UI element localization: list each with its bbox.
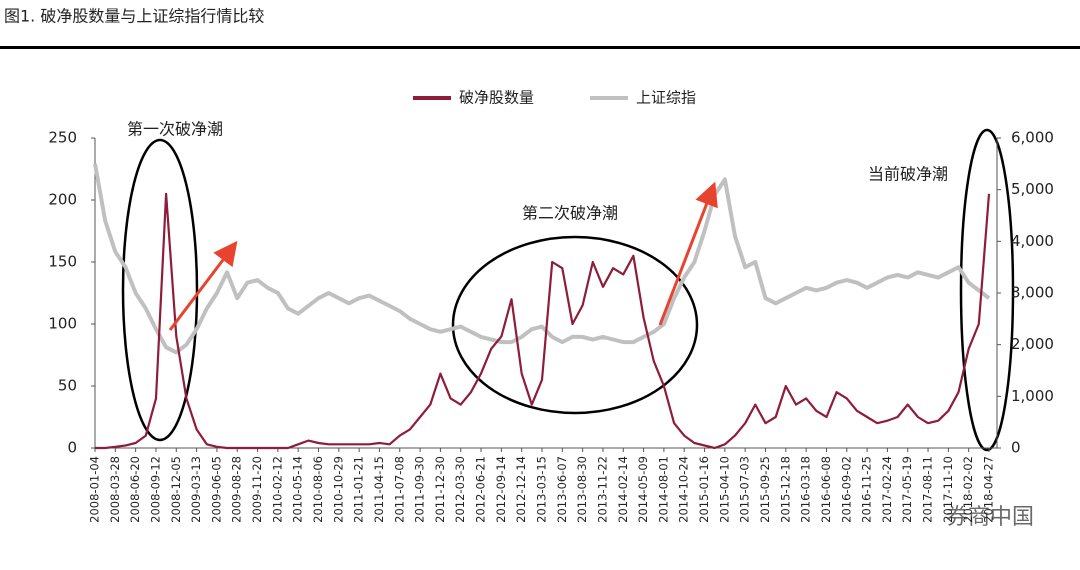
legend-label: 上证综指: [636, 89, 696, 107]
x-tick-label: 2013-06-07: [555, 456, 569, 523]
x-tick-label: 2015-12-18: [778, 456, 792, 523]
x-tick-label: 2017-02-24: [880, 456, 894, 523]
y-tick-label: 150: [48, 253, 77, 271]
x-tick-label: 2008-03-28: [108, 456, 122, 523]
x-tick-label: 2008-06-20: [128, 456, 142, 523]
y2-tick-label: 5,000: [1011, 180, 1054, 198]
plot: 0 50 100 150 200 250 0 1,000 2,000 3,000 4,000 5,00…: [48, 89, 1054, 523]
legend-label: 破净股数量: [459, 89, 534, 107]
y-tick-label: 50: [58, 377, 77, 395]
x-tick-label: 2009-11-20: [250, 456, 264, 523]
x-tick-label: 2014-08-01: [656, 456, 670, 523]
title-rule: [0, 46, 1080, 49]
arrow: [658, 181, 718, 326]
x-tick-label: 2018-04-27: [982, 456, 996, 523]
y2-tick-label: 4,000: [1011, 232, 1054, 250]
ellipse: [121, 138, 199, 442]
y2-tick-label: 1,000: [1011, 387, 1054, 405]
x-tick-label: 2011-07-08: [392, 456, 406, 523]
x-tick-label: 2013-11-22: [595, 456, 609, 523]
y2-tick-label: 0: [1011, 439, 1021, 457]
series-line: [93, 163, 991, 355]
y-tick-label: 250: [48, 129, 77, 147]
x-tick-label: 2015-04-10: [717, 456, 731, 523]
watermark: 券商中国: [946, 505, 1034, 530]
x-tick-label: 2008-12-05: [169, 456, 183, 523]
x-tick-label: 2010-08-06: [311, 456, 325, 523]
x-tick-label: 2010-02-12: [270, 456, 284, 523]
x-tick-label: 2018-02-02: [961, 456, 975, 523]
ellipse: [959, 128, 1015, 452]
x-tick-label: 2011-04-15: [372, 456, 386, 523]
annotation: 第二次破净潮: [522, 204, 618, 223]
y2-tick-label: 6,000: [1011, 129, 1054, 147]
chart-title: 图1. 破净股数量与上证综指行情比较: [4, 7, 264, 26]
x-tick-label: 2016-06-08: [819, 456, 833, 523]
x-tick-label: 2011-01-21: [352, 456, 366, 523]
x-tick-label: 2016-11-25: [860, 456, 874, 523]
x-tick-label: 2015-07-03: [738, 456, 752, 523]
x-tick-label: 2009-08-28: [230, 456, 244, 523]
x-tick-label: 2017-11-10: [941, 456, 955, 523]
ellipse: [451, 235, 699, 415]
x-tick-label: 2017-08-11: [921, 456, 935, 523]
x-tick-label: 2011-09-30: [413, 456, 427, 523]
x-tick-label: 2017-05-19: [900, 456, 914, 523]
x-tick-label: 2012-06-21: [474, 456, 488, 523]
x-tick-label: 2009-06-05: [209, 456, 223, 523]
x-tick-label: 2011-12-30: [433, 456, 447, 523]
x-tick-label: 2016-03-18: [799, 456, 813, 523]
x-tick-label: 2012-03-30: [453, 456, 467, 523]
annotation: 当前破净潮: [868, 165, 948, 184]
y-tick-label: 100: [48, 315, 77, 333]
x-tick-label: 2014-02-14: [616, 456, 630, 523]
x-tick-label: 2015-09-25: [758, 456, 772, 523]
x-tick-label: 2008-09-12: [148, 456, 162, 523]
y-tick-label: 0: [67, 439, 77, 457]
annotation: 第一次破净潮: [127, 120, 223, 139]
x-tick-label: 2010-05-14: [291, 456, 305, 523]
x-tick-label: 2014-05-09: [636, 456, 650, 523]
x-tick-label: 2015-01-16: [697, 456, 711, 523]
x-tick-label: 2009-03-13: [189, 456, 203, 523]
y2-tick-label: 3,000: [1011, 284, 1054, 302]
x-tick-label: 2014-10-24: [677, 456, 691, 523]
y-tick-label: 200: [48, 191, 77, 209]
x-tick-label: 2010-10-29: [331, 456, 345, 523]
x-tick-label: 2012-09-14: [494, 456, 508, 523]
x-tick-label: 2013-08-30: [575, 456, 589, 523]
series-line: [95, 192, 991, 450]
x-tick-label: 2016-09-02: [839, 456, 853, 523]
x-tick-label: 2013-03-15: [535, 456, 549, 523]
y2-tick-label: 2,000: [1011, 335, 1054, 353]
x-tick-label: 2008-01-04: [88, 456, 102, 523]
x-tick-label: 2012-12-14: [514, 456, 528, 523]
arrow: [168, 240, 238, 331]
